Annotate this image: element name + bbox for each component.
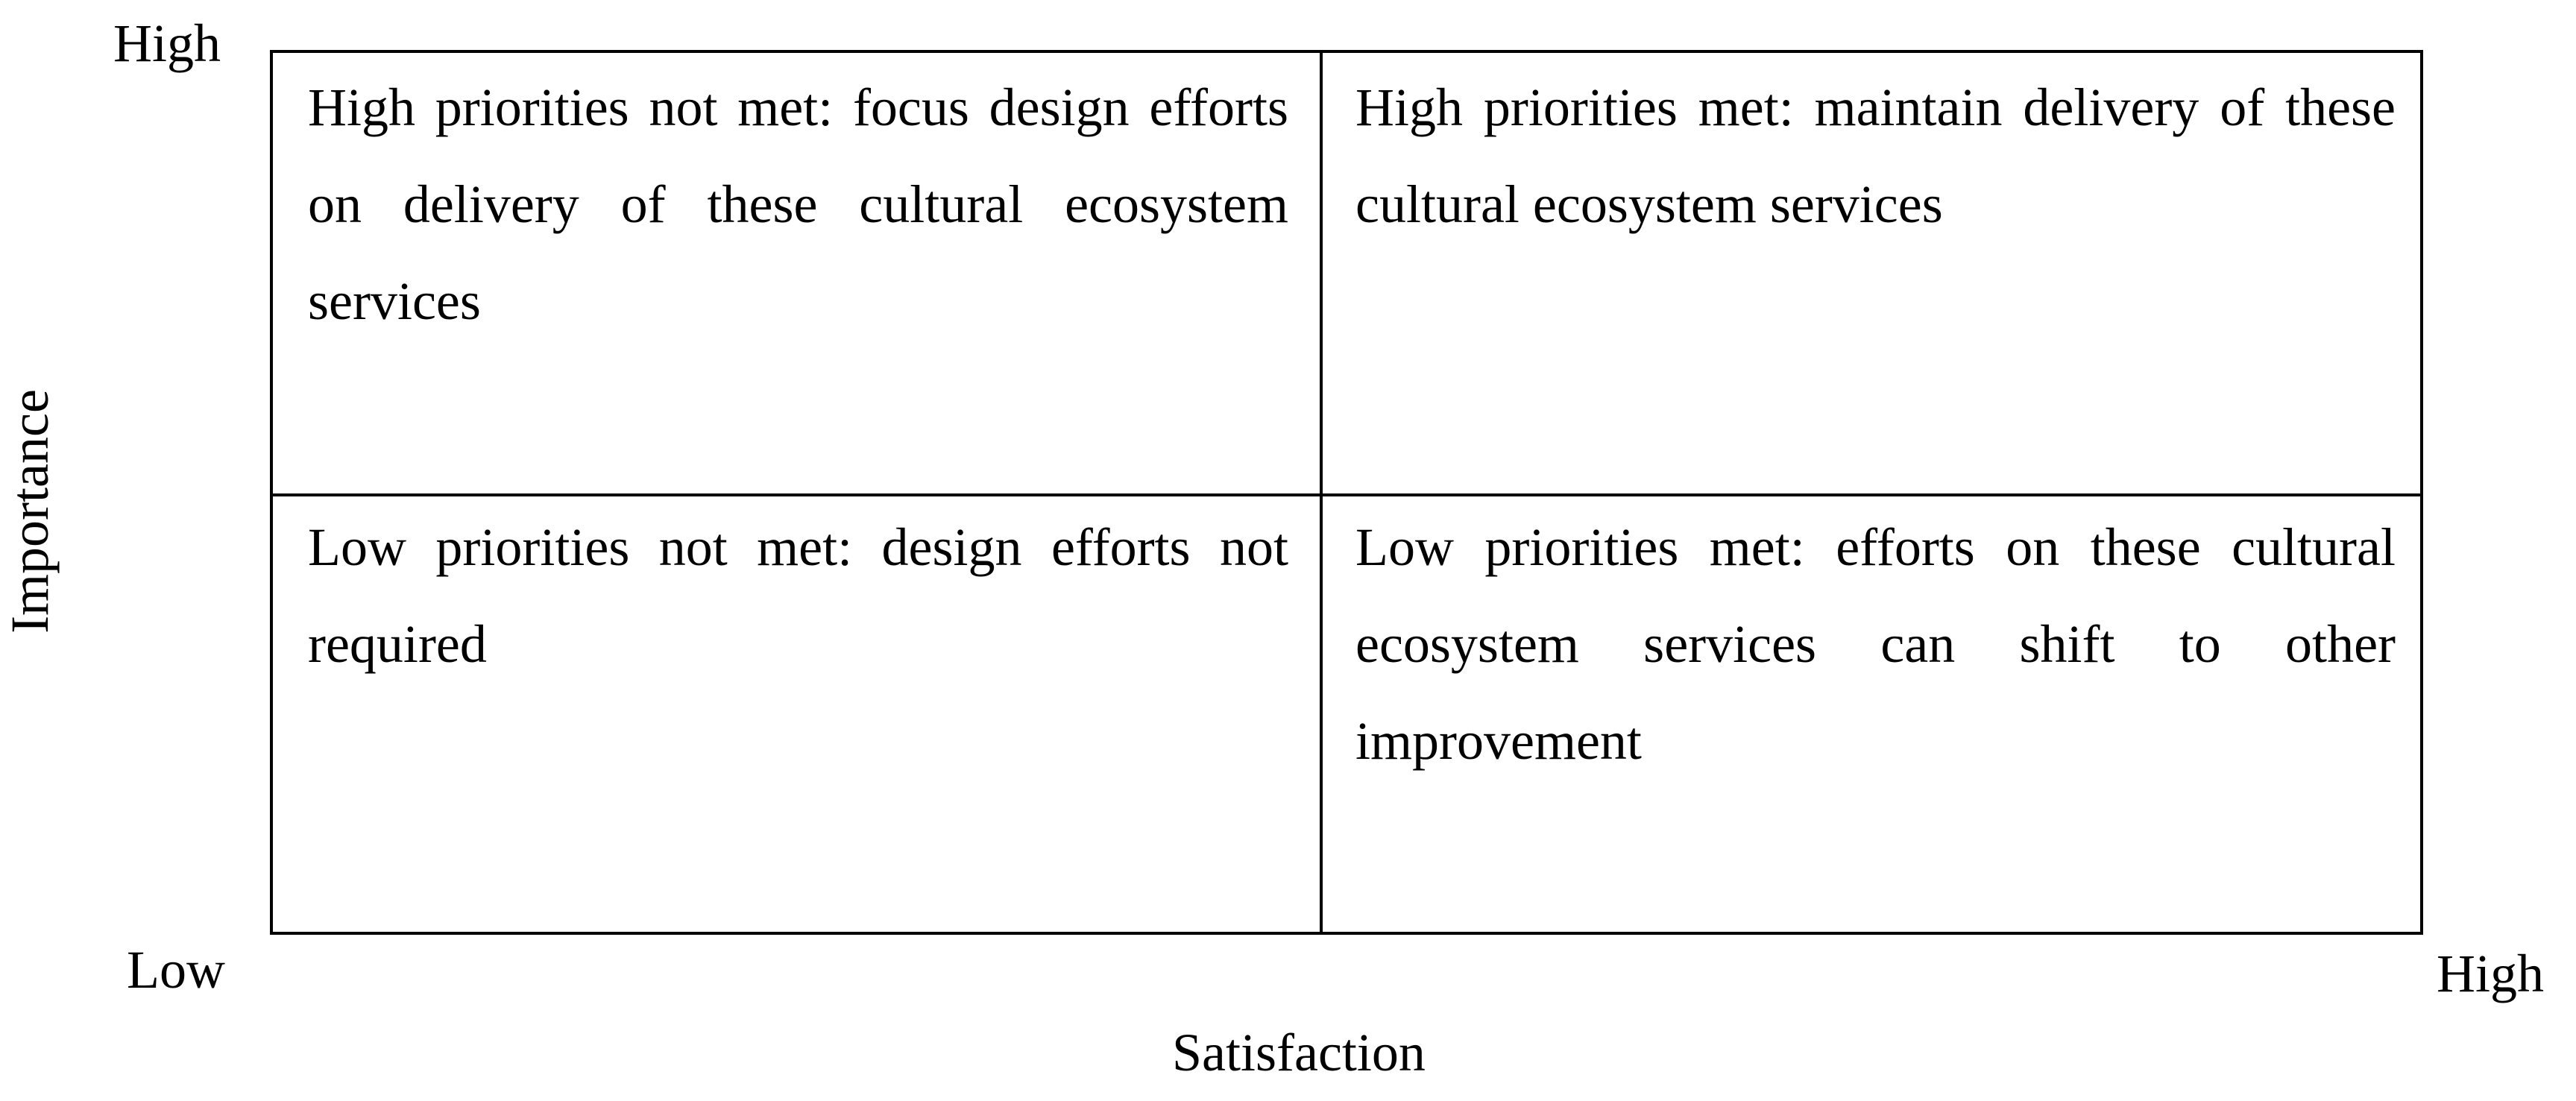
y-axis-title-container: Importance: [0, 370, 60, 653]
y-axis-high-label: High: [113, 13, 221, 73]
quadrant-high-priorities-not-met: High priorities not met: focus design ef…: [308, 78, 1288, 331]
y-axis-title: Importance: [0, 389, 60, 634]
quadrant-high-priorities-met: High priorities met: maintain delivery o…: [1355, 78, 2396, 234]
vertical-divider: [1320, 53, 1323, 932]
priority-matrix: High priorities not met: focus design ef…: [270, 50, 2423, 935]
horizontal-divider: [273, 493, 2420, 496]
quadrant-low-priorities-not-met: Low priorities not met: design efforts n…: [308, 517, 1288, 674]
y-axis-low-label: Low: [127, 940, 225, 1000]
x-axis-high-label: High: [2437, 944, 2544, 1003]
x-axis-title: Satisfaction: [1172, 1023, 1426, 1082]
quadrant-low-priorities-met: Low priorities met: efforts on these cul…: [1355, 517, 2396, 771]
